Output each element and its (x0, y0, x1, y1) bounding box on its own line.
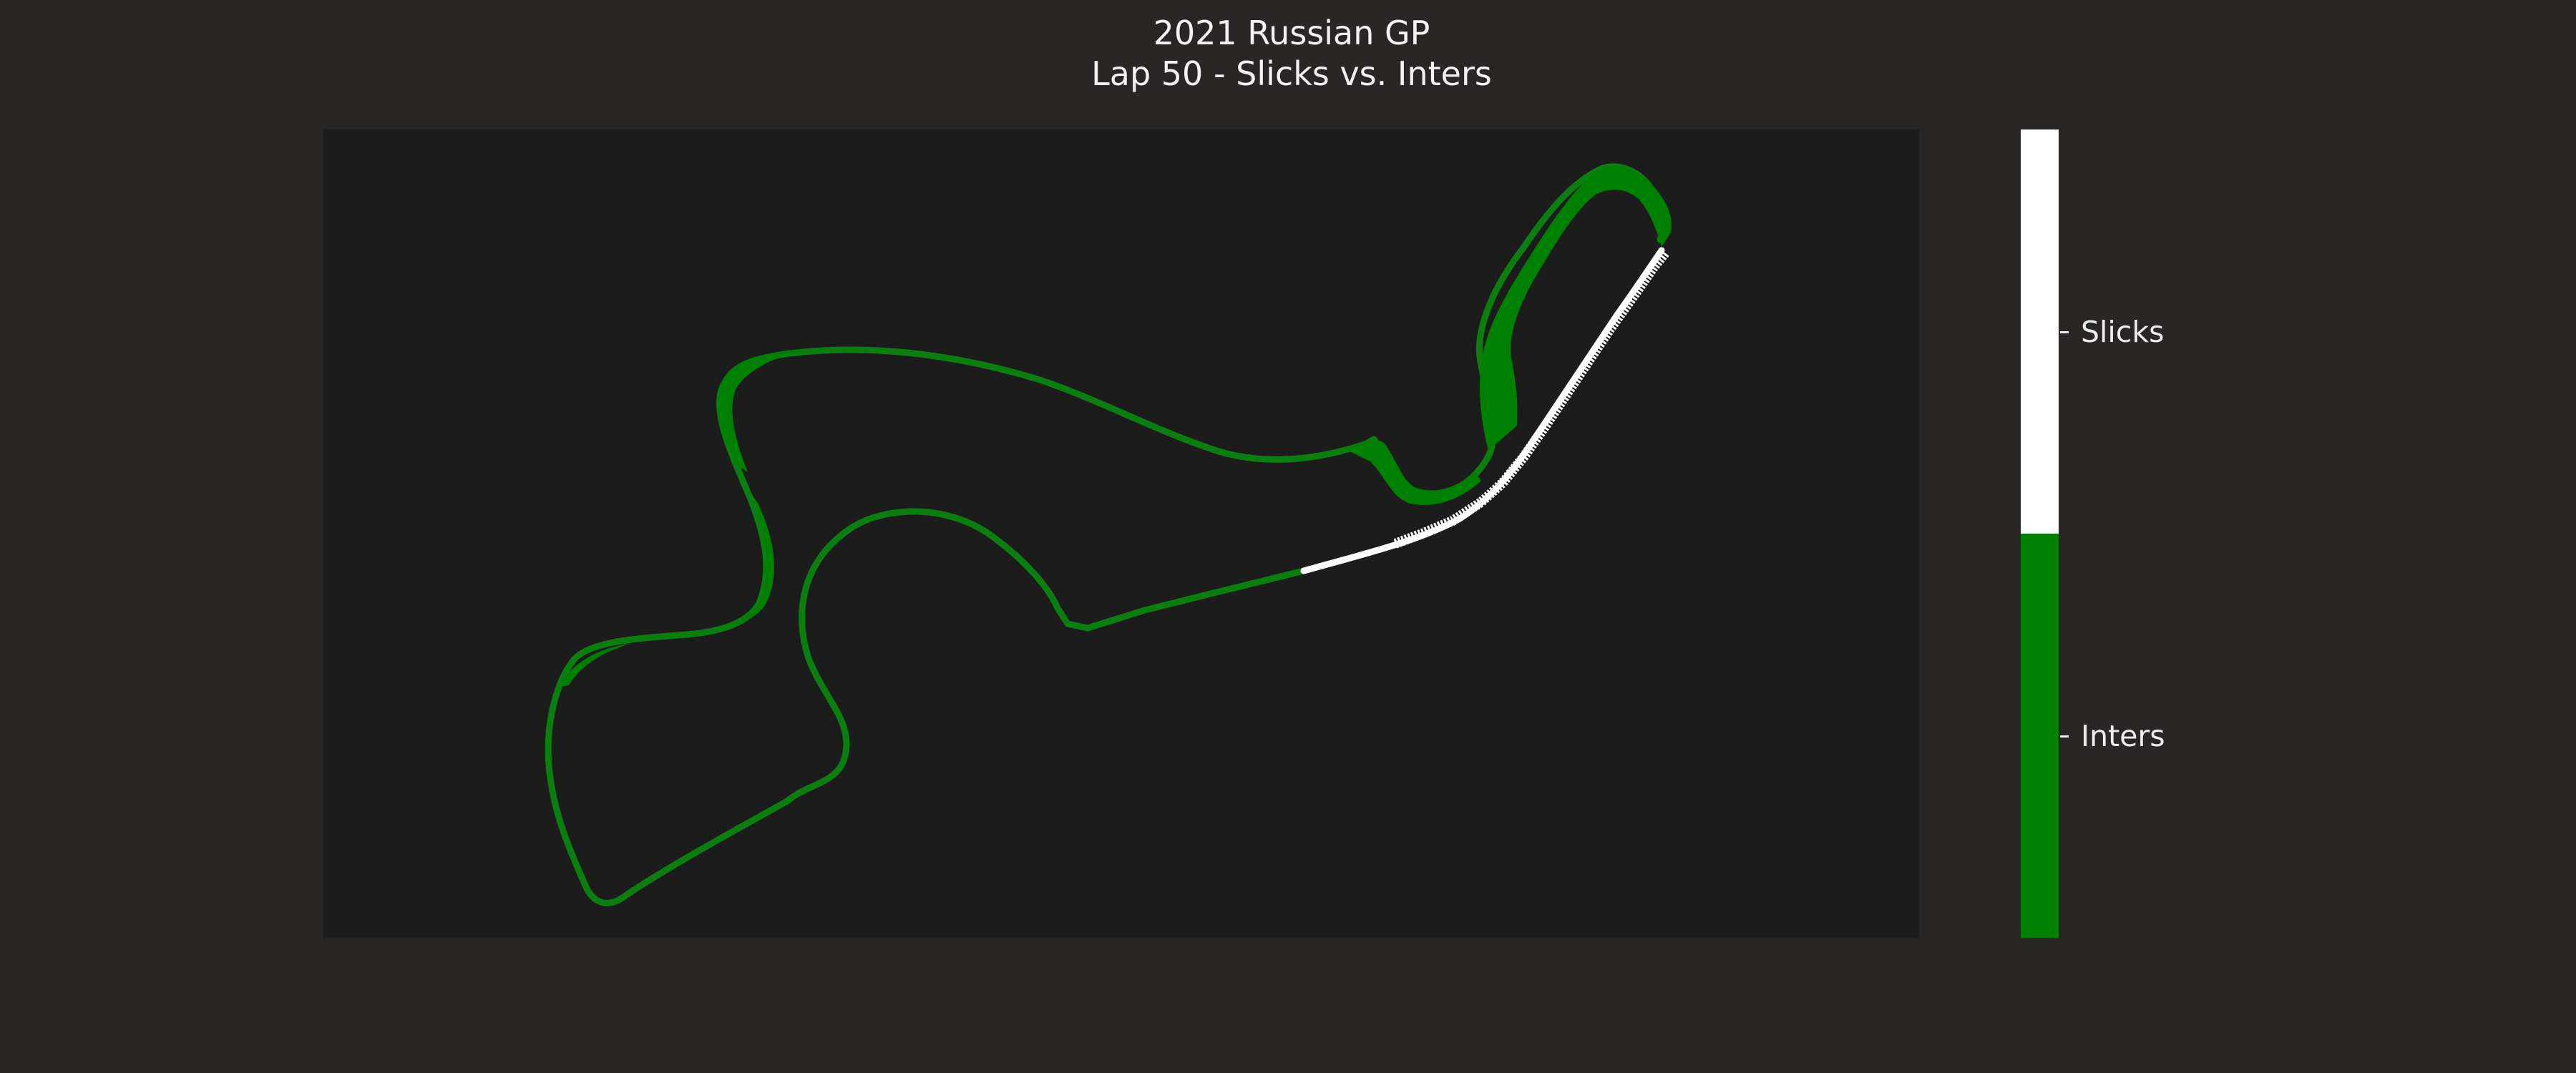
chart-title: 2021 Russian GP Lap 50 - Slicks vs. Inte… (0, 13, 2576, 94)
colorbar-inters-segment (2021, 534, 2059, 938)
inters-track-segment (545, 163, 1667, 906)
inters-wide-section-upper-left (717, 351, 801, 472)
inters-wide-section-lower-left (558, 644, 630, 687)
colorbar (2021, 129, 2059, 938)
chart-title-line-1: 2021 Russian GP (1153, 14, 1430, 52)
chart-title-line-2: Lap 50 - Slicks vs. Inters (1091, 54, 1492, 93)
slicks-track-jagged-edge (1393, 248, 1670, 549)
colorbar-label-inters: Inters (2081, 719, 2165, 753)
inters-wide-section-hump (1345, 439, 1481, 505)
colorbar-tick-slicks (2060, 331, 2069, 333)
inters-wide-section-north-hairpin (1480, 165, 1672, 451)
colorbar-label-slicks: Slicks (2081, 315, 2165, 349)
colorbar-tick-inters (2060, 735, 2069, 738)
colorbar-slicks-segment (2021, 129, 2059, 534)
